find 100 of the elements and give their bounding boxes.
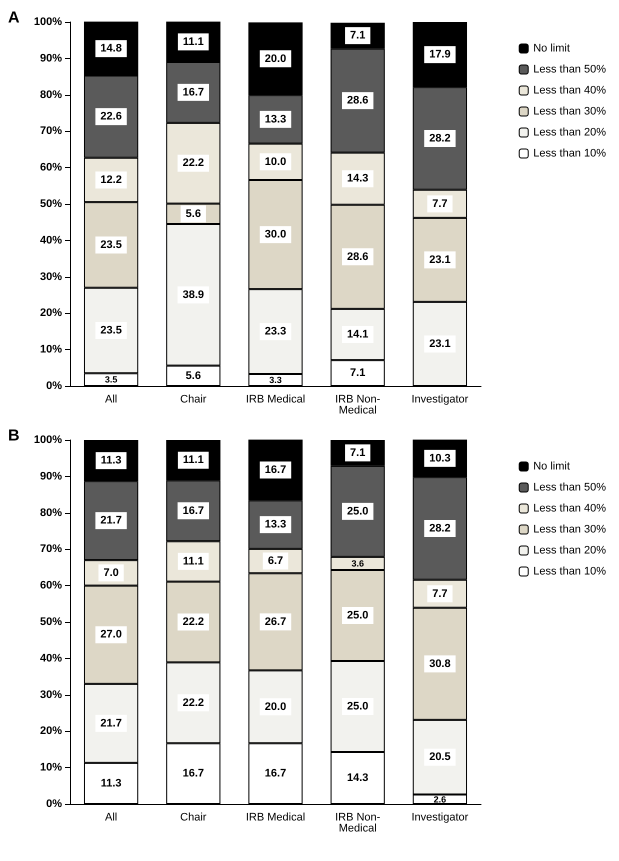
- x-tick-label: IRB Non-Medical: [335, 394, 381, 416]
- data-label: 28.6: [346, 94, 368, 107]
- data-label: 7.1: [350, 30, 366, 42]
- data-label: 14.3: [346, 172, 368, 185]
- y-tick-label: 60%: [40, 162, 62, 174]
- data-label: 28.2: [429, 132, 451, 144]
- data-label: 10.3: [429, 452, 451, 464]
- x-tick-label: IRB Medical: [246, 812, 306, 824]
- y-tick-label: 50%: [40, 616, 62, 628]
- data-label: 28.6: [346, 250, 368, 263]
- data-label: 30.0: [264, 228, 286, 241]
- data-label: 16.7: [182, 768, 204, 780]
- x-tick-label: Investigator: [411, 812, 469, 824]
- data-label: 23.5: [100, 324, 122, 336]
- y-tick-label: 100%: [34, 434, 62, 446]
- y-tick-label: 80%: [40, 506, 62, 519]
- data-label: 16.7: [182, 504, 204, 517]
- chart-title: A: [8, 10, 20, 26]
- data-label: 28.2: [429, 522, 451, 534]
- data-label: 22.2: [182, 696, 204, 709]
- legend-label: Less than 50%: [533, 64, 606, 76]
- data-label: 14.8: [100, 42, 122, 55]
- y-tick-label: 20%: [40, 725, 62, 738]
- data-label: 7.7: [432, 198, 448, 210]
- data-label: 3.6: [351, 558, 364, 568]
- legend-label: Less than 20%: [533, 544, 606, 556]
- data-label: 25.0: [346, 700, 368, 712]
- data-label: 7.7: [432, 588, 448, 600]
- legend-label: Less than 40%: [533, 502, 606, 514]
- data-label: 11.1: [182, 36, 204, 48]
- y-tick-label: 100%: [34, 16, 62, 28]
- data-label: 7.1: [350, 367, 366, 380]
- data-label: 22.6: [100, 110, 122, 123]
- y-tick-label: 0%: [46, 380, 62, 392]
- data-label: 16.7: [264, 464, 286, 476]
- data-label: 7.0: [103, 566, 119, 579]
- data-label: 12.2: [100, 174, 122, 186]
- legend-label: Less than 50%: [533, 482, 606, 494]
- data-label: 21.7: [100, 514, 122, 527]
- data-label: 5.6: [186, 370, 201, 382]
- legend-label: Less than 30%: [533, 524, 606, 536]
- y-tick-label: 30%: [40, 688, 62, 701]
- data-label: 23.1: [429, 254, 451, 266]
- data-label: 11.3: [100, 454, 122, 467]
- data-label: 13.3: [264, 113, 286, 126]
- data-label: 14.1: [346, 328, 368, 340]
- data-label: 20.5: [429, 751, 451, 764]
- data-label: 27.0: [100, 628, 122, 641]
- data-label: 11.3: [100, 777, 122, 790]
- data-label: 30.8: [429, 658, 451, 670]
- data-label: 13.3: [264, 518, 286, 531]
- legend-label: Less than 40%: [533, 84, 606, 96]
- legend-label: Less than 30%: [533, 106, 606, 118]
- data-label: 25.0: [346, 505, 368, 518]
- legend-label: No limit: [533, 460, 570, 472]
- y-tick-label: 60%: [40, 580, 62, 592]
- data-label: 14.3: [346, 772, 368, 784]
- legend-label: Less than 20%: [533, 126, 606, 138]
- data-label: 22.2: [182, 616, 204, 628]
- y-tick-label: 70%: [40, 543, 62, 556]
- y-tick-label: 10%: [40, 344, 62, 356]
- y-tick-label: 40%: [40, 652, 62, 664]
- x-tick-label: Chair: [180, 394, 207, 406]
- data-label: 21.7: [100, 717, 122, 730]
- data-label: 22.2: [182, 157, 204, 170]
- y-tick-label: 30%: [40, 270, 62, 283]
- data-label: 7.1: [350, 446, 366, 459]
- data-label: 16.7: [264, 768, 286, 780]
- data-label: 5.6: [186, 208, 201, 220]
- legend-label: Less than 10%: [533, 566, 606, 578]
- x-tick-label: All: [104, 394, 118, 406]
- data-label: 26.7: [264, 616, 286, 628]
- legend-label: Less than 10%: [533, 148, 606, 160]
- x-tick-label: All: [104, 812, 118, 824]
- data-label: 11.1: [182, 555, 204, 568]
- data-label: 3.3: [269, 374, 282, 385]
- y-tick-label: 40%: [40, 234, 62, 246]
- y-tick-label: 50%: [40, 198, 62, 210]
- y-tick-label: 0%: [46, 798, 62, 810]
- y-tick-label: 90%: [40, 470, 62, 482]
- data-label: 23.3: [264, 326, 286, 338]
- data-label: 2.6: [434, 794, 446, 804]
- y-tick-label: 80%: [40, 88, 62, 101]
- x-tick-label: IRB Medical: [246, 394, 306, 406]
- x-tick-label: IRB Non-Medical: [335, 812, 381, 834]
- data-label: 10.0: [264, 156, 286, 168]
- data-label: 3.5: [104, 374, 118, 385]
- y-tick-label: 10%: [40, 762, 62, 774]
- data-label: 23.5: [100, 238, 122, 251]
- data-label: 25.0: [346, 609, 368, 622]
- data-label: 11.1: [182, 454, 204, 466]
- y-tick-label: 20%: [40, 307, 62, 320]
- data-label: 20.0: [264, 700, 286, 713]
- data-label: 16.7: [182, 86, 204, 98]
- chart-title: B: [8, 428, 20, 444]
- x-tick-label: Chair: [180, 812, 207, 824]
- data-label: 6.7: [268, 555, 284, 568]
- data-label: 38.9: [182, 288, 204, 301]
- data-label: 20.0: [264, 52, 286, 65]
- legend-label: No limit: [533, 42, 570, 54]
